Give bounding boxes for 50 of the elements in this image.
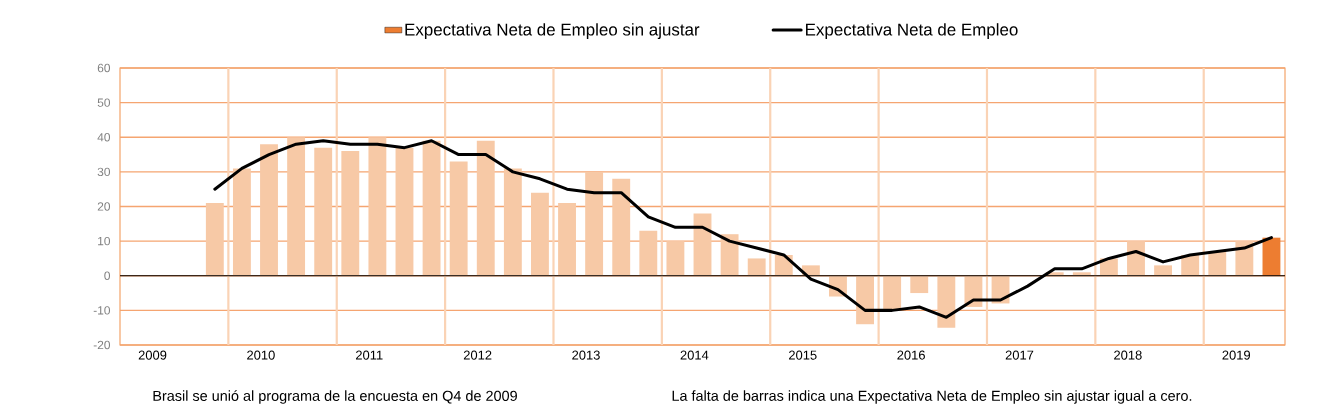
y-tick-label: 0 bbox=[104, 271, 111, 280]
bar bbox=[287, 137, 306, 276]
x-tick-label: 2009 bbox=[138, 350, 167, 360]
bar bbox=[341, 151, 360, 276]
bar bbox=[232, 168, 251, 276]
text: Brasil se unió al programa de la encuesta en Q4 de 2009 bbox=[153, 390, 517, 404]
bar bbox=[395, 147, 414, 276]
y-tick-label: 50 bbox=[97, 98, 111, 107]
x-tick-label: 2010 bbox=[247, 350, 275, 360]
bar bbox=[720, 234, 739, 276]
y-tick-label: 10 bbox=[98, 236, 111, 246]
text: La falta de barras indica una Expectativa Neta de Empleo sin ajustar igual a cero. bbox=[672, 390, 1192, 404]
bar bbox=[883, 275, 902, 311]
x-tick-label: 2014 bbox=[680, 350, 709, 360]
x-tick-label: 2019 bbox=[1222, 350, 1251, 360]
y-tick-label: -20 bbox=[93, 340, 111, 350]
bar bbox=[639, 230, 658, 276]
x-tick-label: 2013 bbox=[572, 350, 600, 360]
legend-label: Expectativa Neta de Empleo bbox=[806, 23, 1018, 39]
bar bbox=[910, 275, 929, 294]
x-tick-label: 2015 bbox=[789, 350, 817, 360]
bar bbox=[1154, 265, 1173, 276]
y-tick-label: 20 bbox=[97, 202, 111, 211]
bar bbox=[612, 178, 631, 276]
bar bbox=[476, 140, 495, 276]
y-tick-label: -10 bbox=[93, 306, 111, 315]
x-tick-label: 2011 bbox=[355, 350, 383, 360]
bar bbox=[260, 144, 278, 276]
y-tick-label: 60 bbox=[97, 63, 111, 73]
bar bbox=[693, 213, 712, 276]
x-tick-label: 2012 bbox=[463, 350, 492, 360]
bar bbox=[503, 168, 522, 276]
legend-label: Expectativa Neta de Empleo sin ajustar bbox=[405, 23, 700, 39]
x-tick-label: 2016 bbox=[897, 350, 925, 360]
bar bbox=[205, 203, 224, 276]
bar bbox=[666, 241, 685, 276]
bar bbox=[585, 171, 604, 276]
bar bbox=[558, 203, 576, 276]
bar bbox=[937, 275, 956, 328]
bar bbox=[422, 140, 441, 276]
bar bbox=[449, 161, 468, 276]
bar bbox=[856, 275, 874, 325]
x-tick-label: 2018 bbox=[1114, 350, 1142, 360]
bar bbox=[531, 192, 549, 276]
x-tick-label: 2017 bbox=[1005, 350, 1034, 360]
y-tick-label: 30 bbox=[97, 167, 111, 177]
bar bbox=[747, 258, 766, 276]
bar bbox=[314, 147, 333, 276]
y-tick-label: 40 bbox=[97, 133, 111, 142]
bar bbox=[368, 137, 387, 276]
